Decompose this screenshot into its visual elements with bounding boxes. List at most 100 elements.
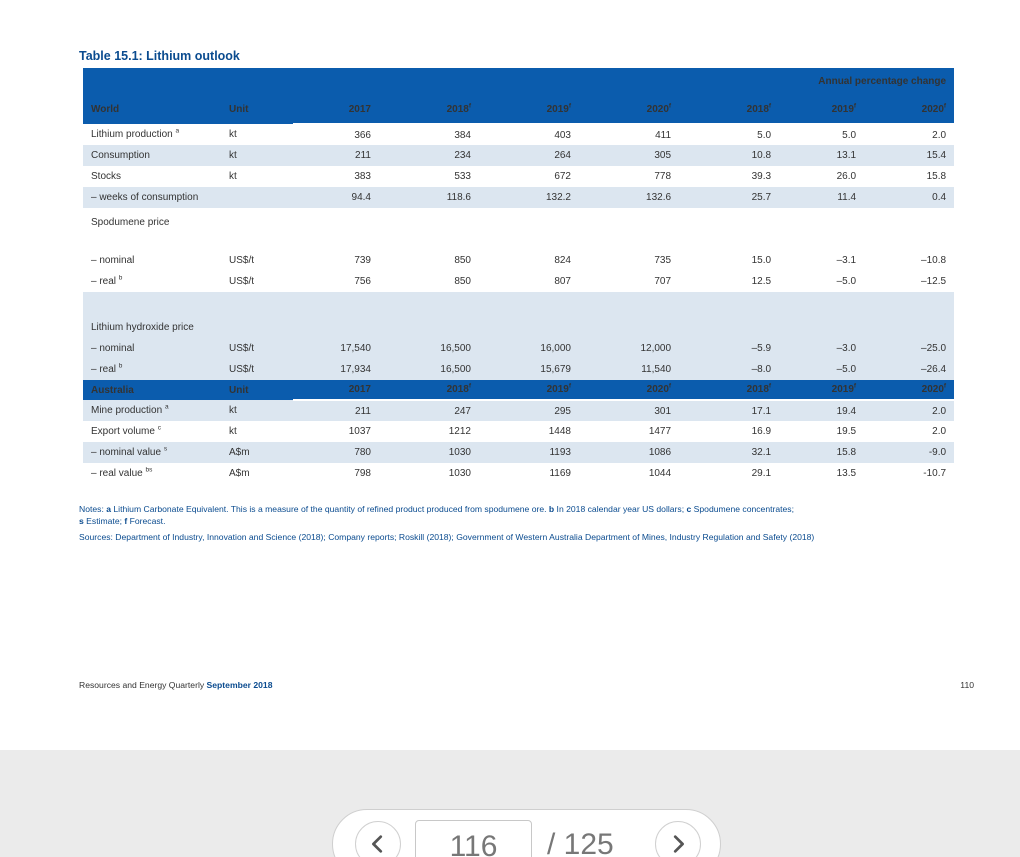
year-label: 2017	[348, 103, 371, 115]
row-value: 735	[654, 255, 672, 266]
row-value: 403	[554, 129, 571, 141]
table-notes: Notes: a Lithium Carbonate Equivalent. T…	[79, 504, 794, 526]
table-row: Consumption kt 211 234 264 305 10.8 13.1 15.4	[83, 145, 955, 166]
row-value: 411	[655, 129, 672, 141]
row-value: 19.4	[779, 400, 865, 421]
year-header: 2018f	[379, 95, 479, 125]
row-unit: kt	[229, 426, 237, 437]
year-header: 2020f	[579, 95, 680, 125]
year-label: 2020	[921, 103, 944, 115]
row-value: 1212	[448, 426, 471, 437]
footnote-marker: s	[163, 445, 168, 453]
row-value: 383	[354, 171, 371, 182]
table-title: Table 15.1: Lithium outlook	[79, 49, 240, 63]
table-row: – nominal US$/t 739 850 824 735 15.0 –3.1 –10.8	[83, 250, 954, 271]
row-label: – real value bs	[83, 463, 221, 484]
row-value: 824	[554, 255, 571, 266]
row-label-text: – real	[91, 276, 117, 287]
subsection-title: Spodumene price	[91, 216, 170, 228]
footer-publication: Resources and Energy Quarterly September…	[79, 680, 273, 690]
row-label-text: Lithium production	[91, 129, 173, 140]
row-value: –5.9	[679, 338, 780, 359]
footnote-marker: f	[853, 102, 857, 110]
footnote-marker: b	[118, 362, 123, 370]
row-value: –5.0	[836, 276, 857, 287]
row-value: 211	[293, 400, 379, 421]
table-row: – real value bs A$m 798 1030 1169 1044 29.1 13.…	[83, 463, 954, 484]
row-value: –3.0	[779, 338, 865, 359]
row-value: 25.7	[679, 187, 780, 208]
subsection-title: Lithium hydroxide price	[83, 317, 955, 338]
page-number-input[interactable]	[415, 820, 532, 857]
row-value: 2.0	[932, 129, 947, 141]
row-value: 2.0	[864, 400, 955, 421]
row-value: 1169	[549, 468, 571, 479]
row-value: 807	[554, 276, 571, 287]
row-unit: kt	[229, 129, 237, 140]
row-value: 15.4	[864, 145, 955, 166]
unit-header: Unit	[221, 95, 293, 124]
year-label: 2019	[546, 103, 569, 115]
row-unit: A$m	[221, 442, 293, 463]
change-year-header: 2019f	[779, 95, 865, 125]
year-label: 2019	[546, 384, 569, 395]
footnote-marker: f	[668, 102, 672, 110]
footnote-marker: f	[943, 102, 947, 110]
row-value: –25.0	[864, 338, 955, 359]
row-unit	[221, 187, 293, 208]
section-label: World	[83, 95, 221, 124]
row-value: 384	[454, 129, 471, 141]
row-value: 17,540	[293, 338, 379, 359]
table-row: – real b US$/t 756 850 807 707 12.5 –5.0 –12.5	[83, 271, 954, 292]
row-label: – weeks of consumption	[83, 187, 221, 208]
row-label-text: Stocks	[91, 171, 122, 182]
year-label: 2020	[646, 384, 669, 395]
table-sources: Sources: Department of Industry, Innovat…	[79, 532, 815, 542]
change-year-header: 2020f	[864, 380, 955, 401]
year-label: 2020	[646, 103, 669, 115]
change-year-header: 2018f	[679, 95, 780, 125]
row-value: 26.0	[836, 171, 857, 182]
table-spacer-row	[83, 236, 954, 250]
table-row: – nominal US$/t 17,540 16,500 16,000 12,000–…	[83, 338, 955, 359]
row-unit: US$/t	[221, 338, 293, 359]
next-page-button[interactable]	[655, 821, 701, 857]
row-value: 5.0	[842, 129, 857, 141]
row-value: 16.9	[751, 426, 772, 437]
row-value: 295	[479, 400, 579, 421]
row-value: 1030	[379, 442, 479, 463]
row-value: 15,679	[479, 359, 579, 380]
row-value: -9.0	[864, 442, 955, 463]
previous-page-button[interactable]	[355, 821, 401, 857]
year-label: 2018	[446, 103, 469, 115]
page-navigator: / 125	[332, 809, 721, 857]
row-value: 13.5	[836, 468, 857, 479]
row-label-text: – real	[91, 364, 117, 375]
table-row: Export volume c kt 1037 1212 1448 1477 16.9 19.…	[83, 421, 954, 442]
change-year-header: 2020f	[864, 95, 955, 125]
chevron-right-icon	[673, 835, 684, 853]
row-value: 0.4	[864, 187, 955, 208]
change-year-header: 2019f	[779, 380, 865, 401]
table-subsection-row: Spodumene price	[83, 208, 954, 236]
year-label: 2018	[746, 103, 769, 115]
row-value: 1193	[479, 442, 579, 463]
row-value: 32.1	[679, 442, 780, 463]
year-header: 2017	[293, 95, 379, 125]
footnote-marker: bs	[145, 466, 153, 474]
table-spacer-row	[83, 292, 955, 317]
row-unit: kt	[229, 171, 237, 182]
total-pages: / 125	[547, 828, 614, 857]
footnote-marker: f	[568, 382, 571, 390]
row-value: 1448	[548, 426, 571, 437]
viewer-toolbar: / 125	[0, 750, 1020, 857]
row-value: –26.4	[864, 359, 955, 380]
row-value: 1037	[348, 426, 371, 437]
row-value: 1044	[648, 468, 672, 479]
row-label-text: – real value	[91, 468, 143, 479]
year-label: 2019	[831, 384, 854, 395]
row-label: Lithium production a	[83, 124, 221, 145]
table-row: Lithium production a kt 366 384 403 411 5.0 5.0…	[83, 124, 954, 145]
row-label-text: – nominal value	[91, 447, 162, 458]
footnote-marker: f	[943, 382, 947, 390]
